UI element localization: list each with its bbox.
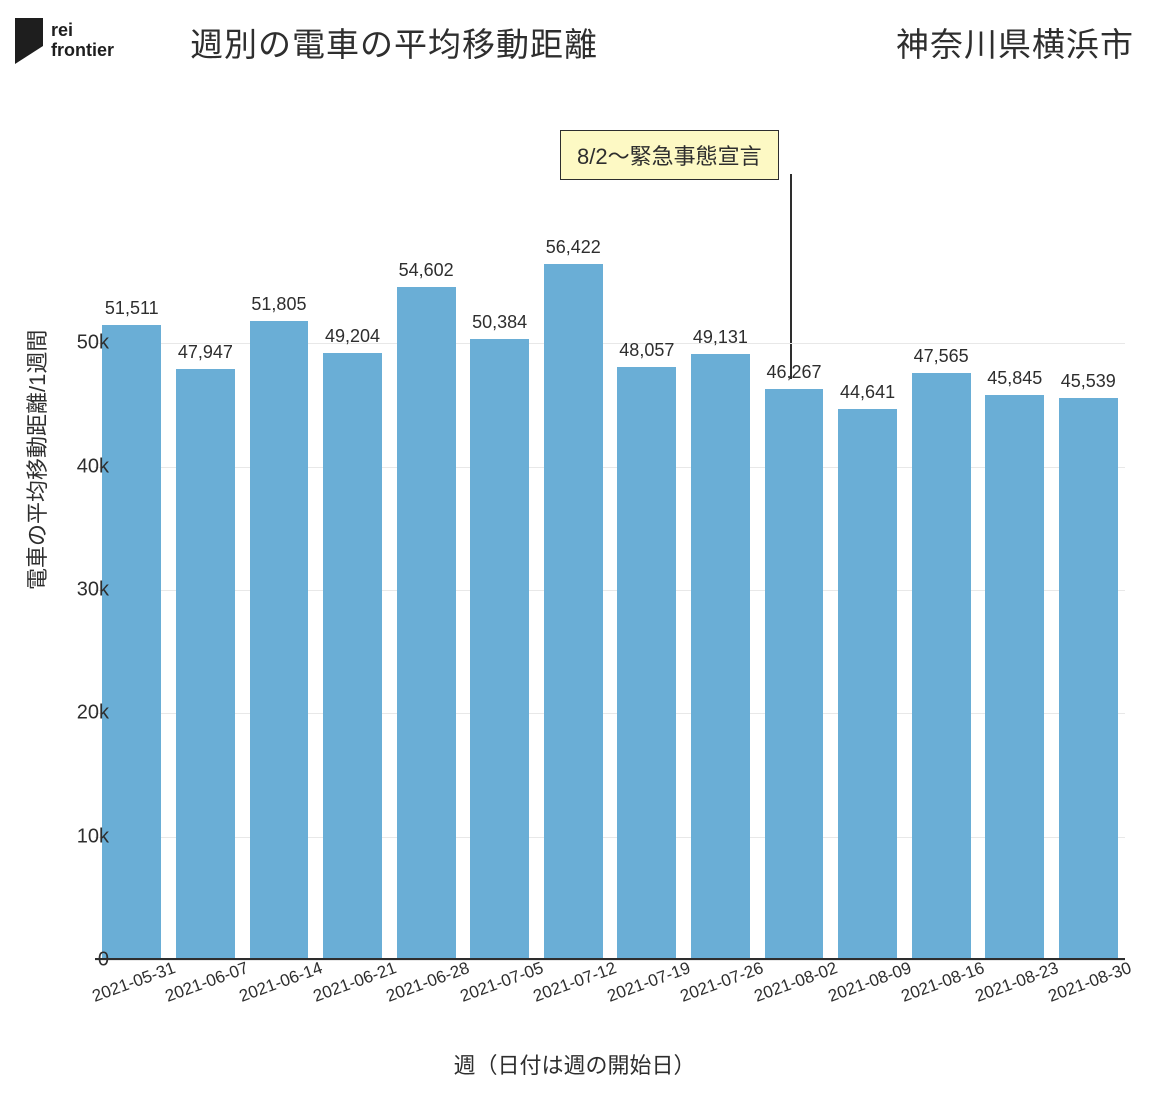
x-tick-label: 2021-07-05	[457, 958, 546, 1007]
bar-value-label: 49,131	[684, 327, 758, 348]
bar-slot: 49,204	[316, 220, 390, 960]
bar	[985, 395, 1044, 960]
bar-slot: 54,602	[389, 220, 463, 960]
x-tick-label: 2021-05-31	[89, 958, 178, 1007]
bar	[912, 373, 971, 960]
chart-subtitle: 神奈川県横浜市	[896, 18, 1134, 66]
y-tick-label: 20k	[59, 702, 109, 725]
bar-value-label: 47,947	[169, 342, 243, 363]
bar	[470, 339, 529, 960]
y-axis-label: 電車の平均移動距離/1週間	[20, 330, 52, 590]
bar	[691, 354, 750, 960]
bar-slot: 49,131	[684, 220, 758, 960]
bar	[838, 409, 897, 960]
y-tick-label: 40k	[59, 455, 109, 478]
x-axis-label: 週（日付は週の開始日）	[453, 1048, 695, 1080]
bar	[102, 325, 161, 960]
bar-value-label: 46,267	[757, 362, 831, 383]
bar-value-label: 44,641	[831, 382, 905, 403]
bar	[617, 367, 676, 960]
y-tick-label: 10k	[59, 825, 109, 848]
bar	[765, 389, 824, 960]
bar-value-label: 47,565	[904, 346, 978, 367]
logo-text-top: rei	[51, 20, 73, 40]
bar-slot: 45,845	[978, 220, 1052, 960]
bar	[544, 264, 603, 960]
x-tick-label: 2021-08-02	[752, 958, 841, 1007]
bar-slot: 44,641	[831, 220, 905, 960]
chart-title: 週別の電車の平均移動距離	[190, 18, 598, 66]
bar-value-label: 45,845	[978, 368, 1052, 389]
bar-slot: 51,805	[242, 220, 316, 960]
y-tick-label: 30k	[59, 579, 109, 602]
bar-slot: 46,267	[757, 220, 831, 960]
bar-slot: 47,947	[169, 220, 243, 960]
x-tick-label: 2021-07-12	[531, 958, 620, 1007]
x-tick-label: 2021-06-14	[237, 958, 326, 1007]
bar-slot: 48,057	[610, 220, 684, 960]
bar-slot: 45,539	[1052, 220, 1126, 960]
annotation-box: 8/2〜緊急事態宣言	[560, 130, 779, 180]
chart-container: rei frontier 週別の電車の平均移動距離 神奈川県横浜市 8/2〜緊急…	[0, 0, 1149, 1100]
x-tick-label: 2021-07-26	[678, 958, 767, 1007]
bar	[250, 321, 309, 960]
y-tick-label: 50k	[59, 332, 109, 355]
bars-group: 51,511 47,947 51,80549,204 54,602 50,384 56,4…	[95, 220, 1125, 960]
x-tick-label: 2021-08-23	[972, 958, 1061, 1007]
bar	[176, 369, 235, 960]
x-tick-label: 2021-06-28	[384, 958, 473, 1007]
bar	[397, 287, 456, 960]
bar-value-label: 49,204	[316, 326, 390, 347]
x-tick-label: 2021-08-16	[899, 958, 988, 1007]
annotation-text: 8/2〜緊急事態宣言	[577, 144, 762, 169]
bar	[323, 353, 382, 960]
bar	[1059, 398, 1118, 960]
brand-logo: rei frontier	[15, 18, 165, 69]
header: rei frontier 週別の電車の平均移動距離 神奈川県横浜市	[0, 8, 1149, 68]
plot-area: 51,511 47,947 51,80549,204 54,602 50,384 56,4…	[95, 220, 1125, 960]
bar-slot: 47,565	[904, 220, 978, 960]
x-ticks-group: 2021-05-312021-06-072021-06-142021-06-21…	[95, 965, 1125, 1025]
x-tick-label: 2021-07-19	[604, 958, 693, 1007]
bar-value-label: 51,511	[95, 298, 169, 319]
bar-value-label: 54,602	[389, 260, 463, 281]
bar-slot: 50,384	[463, 220, 537, 960]
bar-value-label: 45,539	[1052, 371, 1126, 392]
bar-value-label: 56,422	[536, 237, 610, 258]
x-tick-label: 2021-08-30	[1046, 958, 1135, 1007]
logo-text-bottom: frontier	[51, 40, 114, 60]
bar-value-label: 50,384	[463, 312, 537, 333]
x-tick-label: 2021-08-09	[825, 958, 914, 1007]
bar-value-label: 48,057	[610, 340, 684, 361]
bar-slot: 56,422	[536, 220, 610, 960]
x-tick-label: 2021-06-21	[310, 958, 399, 1007]
bar-value-label: 51,805	[242, 294, 316, 315]
x-tick-label: 2021-06-07	[163, 958, 252, 1007]
